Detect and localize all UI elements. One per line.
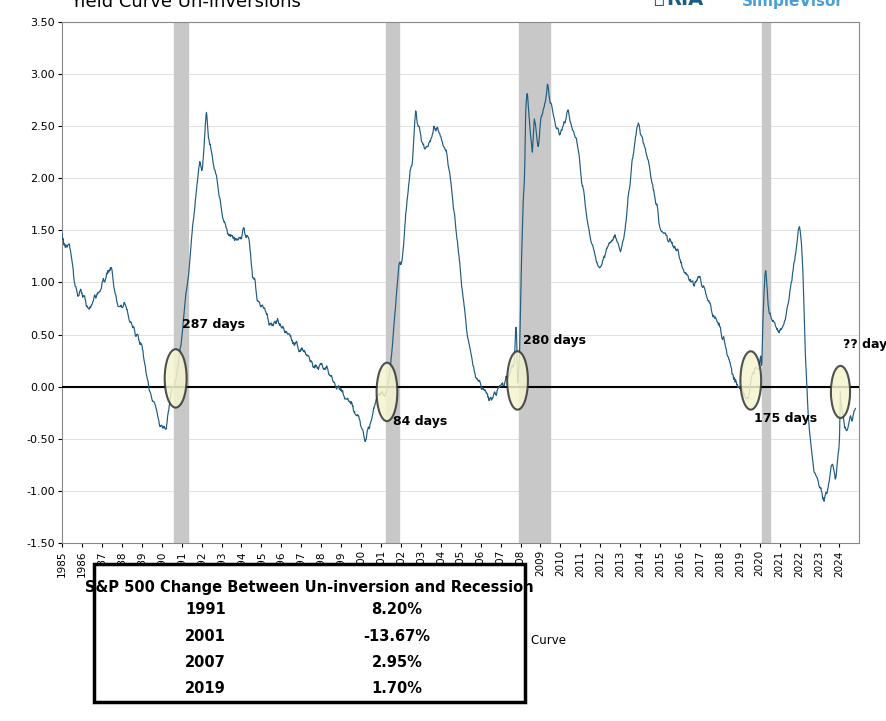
Text: RIA: RIA [666, 0, 703, 9]
Ellipse shape [165, 349, 187, 407]
Bar [386, 22, 399, 543]
Text: SimpleVisor: SimpleVisor [742, 0, 843, 9]
Text: 8.20%: 8.20% [371, 602, 423, 617]
Ellipse shape [377, 363, 397, 421]
Text: 1991: 1991 [185, 602, 226, 617]
Bar [762, 22, 770, 543]
FancyBboxPatch shape [94, 565, 525, 702]
Bar [518, 22, 550, 543]
Text: 🦅: 🦅 [653, 0, 664, 7]
Text: ?? days: ?? days [843, 338, 886, 352]
Text: 2.95%: 2.95% [371, 655, 423, 670]
Bar [174, 22, 188, 543]
Text: 280 days: 280 days [523, 335, 586, 348]
Text: 287 days: 287 days [182, 318, 245, 331]
Text: 2019: 2019 [185, 681, 226, 696]
Text: -13.67%: -13.67% [363, 629, 431, 644]
Text: 2007: 2007 [185, 655, 226, 670]
Text: 1.70%: 1.70% [371, 681, 423, 696]
Text: 2001: 2001 [185, 629, 226, 644]
Legend: Recessions, Yield Curve: Recessions, Yield Curve [351, 629, 571, 652]
Text: Yield Curve Un-inversions: Yield Curve Un-inversions [70, 0, 301, 12]
Ellipse shape [831, 366, 850, 418]
Text: 84 days: 84 days [392, 415, 447, 428]
Ellipse shape [507, 351, 528, 410]
Ellipse shape [741, 351, 761, 410]
Text: S&P 500 Change Between Un-inversion and Recession: S&P 500 Change Between Un-inversion and … [85, 580, 533, 596]
Text: 175 days: 175 days [754, 412, 817, 425]
